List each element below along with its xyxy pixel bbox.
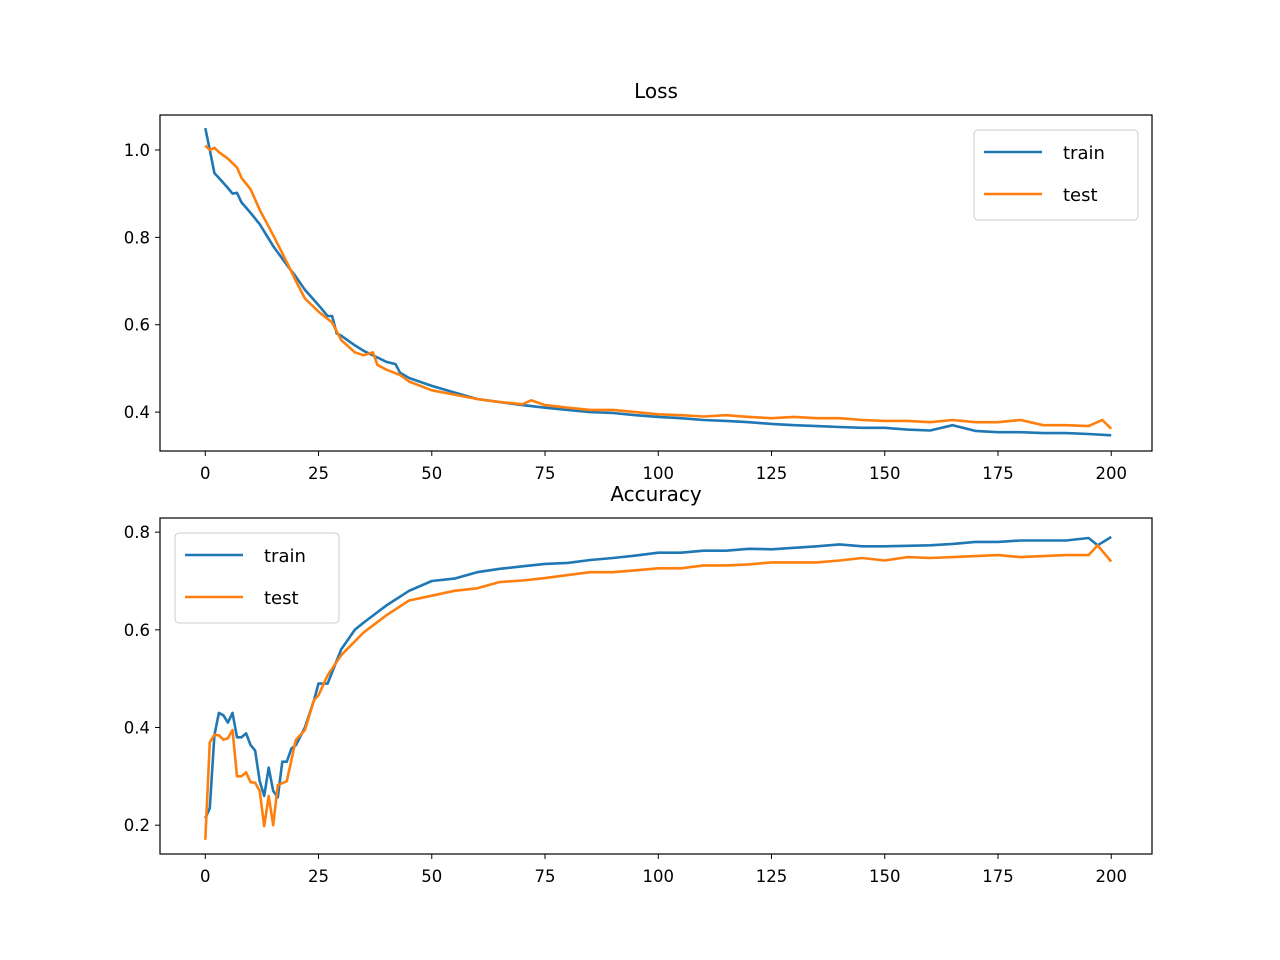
y-tick-label: 0.6 [124, 621, 150, 640]
legend-frame [174, 532, 340, 624]
axes-frame [159, 114, 1153, 452]
x-tick-label: 50 [421, 867, 442, 886]
y-tick-label: 0.4 [124, 403, 150, 422]
legend-frame [973, 129, 1139, 221]
chart-title: Accuracy [610, 482, 701, 506]
x-tick-label: 125 [756, 464, 788, 483]
x-tick-label: 125 [756, 867, 788, 886]
y-tick-label: 0.4 [124, 719, 150, 738]
y-tick-label: 1.0 [124, 141, 150, 160]
series-line-test [204, 544, 1113, 840]
series-line-train [204, 535, 1112, 819]
chart-title: Loss [634, 79, 678, 103]
x-tick-label: 100 [643, 464, 675, 483]
axes-frame [159, 517, 1153, 855]
x-tick-label: 175 [982, 867, 1014, 886]
x-tick-label: 0 [200, 464, 211, 483]
x-tick-label: 75 [535, 867, 556, 886]
x-tick-label: 50 [421, 464, 442, 483]
x-tick-label: 175 [982, 464, 1014, 483]
x-tick-label: 150 [869, 464, 901, 483]
legend: train test [973, 129, 1139, 221]
y-tick-label: 0.2 [124, 816, 150, 835]
subplot-accuracy: 0 25 50 75 100 125 150 175 200 0.2 0.4 0.6 0.8 Accura… [124, 482, 1153, 886]
subplot-loss: 0 25 50 75 100 125 150 175 200 0.4 0.6 0.8 1.0 Loss tr… [124, 79, 1153, 483]
legend-label-train: train [264, 546, 306, 567]
y-tick-label: 0.6 [124, 316, 150, 335]
x-tick-label: 150 [869, 867, 901, 886]
series-line-test [204, 144, 1113, 430]
x-tick-label: 200 [1095, 464, 1127, 483]
x-tick-label: 0 [200, 867, 211, 886]
legend: train test [174, 532, 340, 624]
y-tick-label: 0.8 [124, 523, 150, 542]
x-tick-label: 200 [1095, 867, 1127, 886]
y-tick-label: 0.8 [124, 228, 150, 247]
x-tick-label: 25 [308, 464, 329, 483]
x-tick-label: 100 [643, 867, 675, 886]
x-tick-label: 75 [535, 464, 556, 483]
legend-label-test: test [1063, 185, 1098, 206]
legend-label-train: train [1063, 143, 1105, 164]
legend-label-test: test [264, 588, 299, 609]
x-tick-label: 25 [308, 867, 329, 886]
